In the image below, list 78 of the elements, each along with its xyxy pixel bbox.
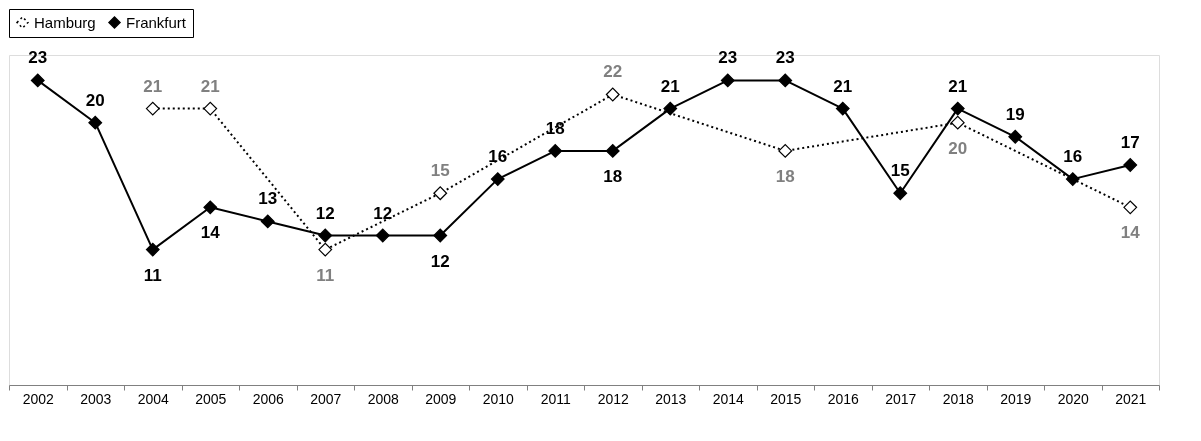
point [318,242,333,257]
data-label: 12 [315,203,335,223]
point [88,115,103,130]
point [950,101,965,116]
point [720,73,735,88]
point [605,143,620,158]
data-label: 20 [85,90,105,110]
data-label: 23 [718,48,738,68]
x-tick-label: 2018 [942,390,975,407]
point [835,101,850,116]
data-label: 21 [660,76,680,96]
legend-label: Hamburg [34,13,96,31]
point [490,172,505,187]
data-label: 16 [488,147,508,167]
data-label: 23 [28,48,48,68]
x-tick-label: 2019 [1000,390,1032,407]
x-tick-label: 2015 [770,390,802,407]
point [1123,200,1138,215]
data-label: 15 [430,161,450,181]
point [260,214,275,229]
x-tick-label: 2021 [1115,390,1147,407]
point [893,186,908,201]
data-label: 14 [1120,223,1141,243]
data-label: 21 [833,76,853,96]
data-label: 20 [948,138,968,158]
point [30,73,45,88]
x-tick-label: 2005 [195,390,227,407]
point [203,200,218,215]
x-tick-label: 2004 [137,390,170,407]
point [1065,172,1080,187]
point [778,73,793,88]
x-tick-label: 2014 [712,390,745,407]
x-tick-label: 2012 [597,390,630,407]
x-tick-label: 2010 [482,390,515,407]
point [1008,129,1023,144]
data-label: 21 [948,76,968,96]
data-label: 19 [1005,104,1025,124]
x-tick-label: 2013 [655,390,687,407]
point [375,228,390,243]
point [318,228,333,243]
x-tick-label: 2020 [1057,390,1090,407]
x-tick-label: 2003 [80,390,112,407]
point [145,242,160,257]
x-tick-label: 2011 [540,390,572,407]
x-tick-label: 2008 [367,390,400,407]
data-label: 21 [143,76,163,96]
point [433,186,448,201]
data-label: 21 [200,76,220,96]
data-label: 18 [545,118,565,138]
x-tick-label: 2007 [310,390,342,407]
point [778,143,793,158]
point [950,115,965,130]
data-label: 12 [430,251,450,271]
data-label: 18 [603,166,623,186]
data-label: 14 [200,223,221,243]
data-label: 23 [775,48,795,68]
point [203,101,218,116]
x-tick-label: 2016 [827,390,860,407]
x-tick-label: 2002 [22,390,55,407]
legend-label: Frankfurt [126,13,187,31]
data-label: 18 [775,166,795,186]
point [433,228,448,243]
data-label: 13 [258,189,278,209]
data-label: 11 [316,265,335,285]
data-label: 22 [603,62,623,82]
x-tick-label: 2017 [885,390,917,407]
data-label: 17 [1120,133,1140,152]
x-tick-label: 2009 [425,390,457,407]
data-label: 12 [373,203,393,223]
point [145,101,160,116]
x-tick-label: 2006 [252,390,285,407]
point [548,143,563,158]
point [1123,158,1138,172]
point [663,101,678,116]
data-label: 11 [143,265,162,285]
data-label: 16 [1063,147,1083,167]
point [605,87,620,102]
data-label: 15 [890,161,910,181]
